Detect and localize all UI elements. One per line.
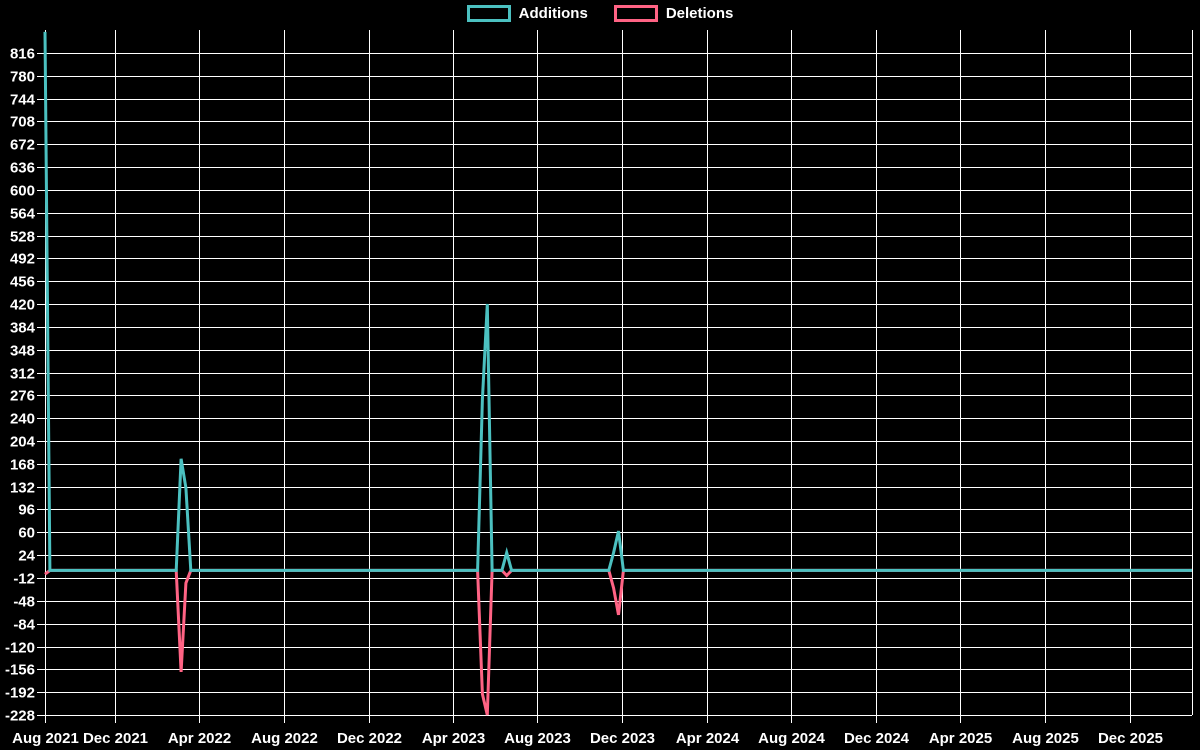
y-tick-label: 456 xyxy=(10,274,35,291)
y-tick-label: -120 xyxy=(5,640,35,657)
y-tick-label: -12 xyxy=(13,571,35,588)
y-tick-label: -48 xyxy=(13,594,35,611)
x-tick-label: Dec 2022 xyxy=(337,730,402,747)
y-tick-label: 744 xyxy=(10,92,36,109)
y-tick-label: 60 xyxy=(18,525,35,542)
x-tick-label: Apr 2023 xyxy=(422,730,485,747)
x-tick-label: Aug 2025 xyxy=(1012,730,1079,747)
legend-swatch-additions xyxy=(466,5,511,22)
y-tick-label: 204 xyxy=(10,434,36,451)
y-tick-label: 672 xyxy=(10,137,35,154)
x-tick-label: Dec 2021 xyxy=(83,730,148,747)
y-tick-label: 168 xyxy=(10,457,35,474)
legend-label-deletions: Deletions xyxy=(665,5,734,22)
x-tick-label: Aug 2022 xyxy=(251,730,318,747)
x-tick-label: Apr 2024 xyxy=(676,730,740,747)
legend-item-deletions[interactable]: Deletions xyxy=(613,5,734,22)
y-tick-label: 780 xyxy=(10,69,35,86)
y-tick-label: 636 xyxy=(10,160,35,177)
x-tick-label: Aug 2023 xyxy=(504,730,571,747)
x-tick-label: Apr 2025 xyxy=(929,730,992,747)
y-tick-label: 600 xyxy=(10,183,35,200)
x-tick-label: Aug 2021 xyxy=(12,730,79,747)
x-tick-label: Dec 2023 xyxy=(590,730,655,747)
x-tick-label: Dec 2024 xyxy=(844,730,910,747)
series-line-additions xyxy=(43,31,1192,572)
y-tick-label: 420 xyxy=(10,297,35,314)
y-tick-label: 708 xyxy=(10,114,35,131)
series-line-deletions xyxy=(44,568,1192,716)
y-tick-label: 24 xyxy=(18,548,35,565)
legend-swatch-deletions xyxy=(613,5,658,22)
x-tick-label: Apr 2022 xyxy=(168,730,231,747)
chart-legend: Additions Deletions xyxy=(0,5,1200,22)
y-tick-label: -192 xyxy=(5,685,35,702)
y-tick-label: -84 xyxy=(13,617,35,634)
y-tick-label: -228 xyxy=(5,708,35,725)
y-tick-label: 276 xyxy=(10,388,35,405)
y-tick-label: 564 xyxy=(10,206,36,223)
y-tick-label: 240 xyxy=(10,411,35,428)
y-tick-label: 384 xyxy=(10,320,36,337)
y-tick-label: 96 xyxy=(18,502,35,519)
legend-item-additions[interactable]: Additions xyxy=(466,5,588,22)
y-tick-label: 312 xyxy=(10,366,35,383)
y-tick-label: 816 xyxy=(10,46,35,63)
x-tick-label: Aug 2024 xyxy=(758,730,825,747)
legend-label-additions: Additions xyxy=(518,5,588,22)
y-tick-label: 528 xyxy=(10,229,35,246)
y-tick-label: -156 xyxy=(5,662,35,679)
y-tick-label: 348 xyxy=(10,343,35,360)
x-tick-label: Dec 2025 xyxy=(1098,730,1163,747)
y-tick-label: 132 xyxy=(10,480,35,497)
y-tick-label: 492 xyxy=(10,251,35,268)
